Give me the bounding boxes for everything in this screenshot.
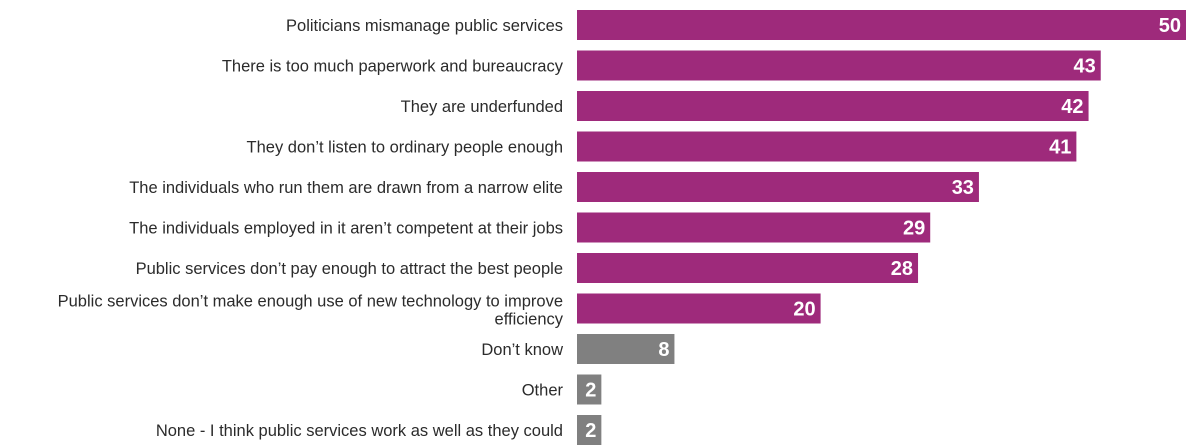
category-label-2: They are underfunded [401,98,563,116]
bar-2 [577,91,1089,121]
bar-6 [577,253,919,283]
bar-1 [577,50,1101,81]
category-label-1: There is too much paperwork and bureaucr… [222,58,564,76]
bar-8 [577,334,675,364]
value-labels: 50 43 42 41 33 29 28 20 8 2 2 [585,15,1181,442]
category-label-9: Other [522,382,564,400]
category-label-7: Public services don’t make enough use of… [58,293,564,329]
bar-7 [577,293,821,324]
bar-5 [577,212,931,243]
category-labels: Politicians mismanage public services The… [58,17,564,440]
value-label-3: 41 [1049,137,1071,159]
value-label-2: 42 [1061,96,1083,118]
value-label-7: 20 [793,299,815,321]
value-label-1: 43 [1073,56,1095,78]
category-label-10: None - I think public services work as w… [156,422,563,440]
bar-9 [577,374,602,405]
value-label-10: 2 [585,420,596,442]
category-label-0: Politicians mismanage public services [286,17,563,35]
bar-10 [577,415,602,445]
category-label-5: The individuals employed in it aren’t co… [129,220,563,238]
value-label-6: 28 [891,258,913,280]
category-label-6: Public services don’t pay enough to attr… [136,260,563,278]
bar-3 [577,131,1077,162]
bar-4 [577,172,979,202]
category-label-8: Don’t know [481,341,563,359]
value-label-8: 8 [658,339,669,361]
bar-0 [577,10,1186,40]
bars-group [577,10,1186,445]
value-label-4: 33 [952,177,974,199]
value-label-9: 2 [585,380,596,402]
category-label-4: The individuals who run them are drawn f… [129,179,563,197]
category-label-3: They don’t listen to ordinary people eno… [247,139,563,157]
value-label-0: 50 [1159,15,1181,37]
value-label-5: 29 [903,218,925,240]
